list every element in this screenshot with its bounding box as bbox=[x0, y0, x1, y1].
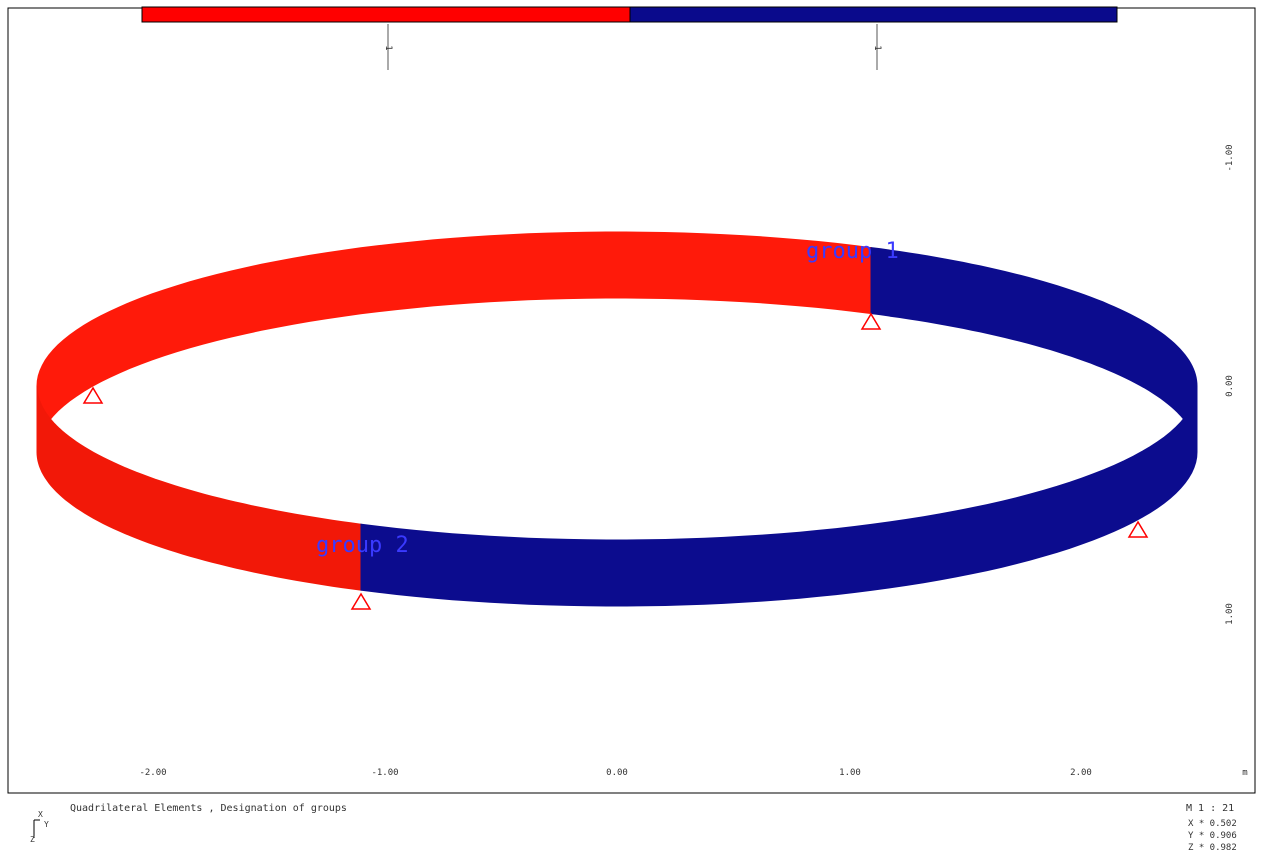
factor: X * 0.502 bbox=[1188, 819, 1237, 829]
x-tick-label: 2.00 bbox=[1070, 768, 1092, 778]
y-tick-label: -1.00 bbox=[1225, 144, 1235, 171]
y-tick-label: 0.00 bbox=[1225, 375, 1235, 397]
ring-segment bbox=[361, 386, 1197, 606]
scale: M 1 : 21 bbox=[1186, 803, 1234, 814]
x-tick-label: 0.00 bbox=[606, 768, 628, 778]
legend-label: 1 bbox=[872, 45, 882, 50]
x-tick-label: -1.00 bbox=[371, 768, 398, 778]
ring-segment bbox=[871, 248, 1197, 452]
factor: Y * 0.906 bbox=[1188, 831, 1237, 841]
support bbox=[862, 314, 880, 329]
triad bbox=[34, 820, 40, 838]
frame bbox=[8, 8, 1255, 793]
axis-unit: m bbox=[1242, 768, 1247, 778]
legend-red bbox=[142, 7, 630, 22]
x-tick-label: 1.00 bbox=[839, 768, 861, 778]
legend-blue bbox=[630, 7, 1117, 22]
group-label: group 1 bbox=[806, 239, 899, 264]
support bbox=[352, 594, 370, 609]
triad-label: Z bbox=[30, 835, 35, 844]
triad-label: X bbox=[38, 810, 43, 819]
support bbox=[84, 388, 102, 403]
y-tick-label: 1.00 bbox=[1225, 603, 1235, 625]
triad-label: Y bbox=[44, 820, 49, 829]
footer-title: Quadrilateral Elements , Designation of … bbox=[70, 803, 347, 814]
support bbox=[1129, 522, 1147, 537]
ring-segment bbox=[37, 232, 871, 452]
group-label: group 2 bbox=[316, 533, 409, 558]
ring-segment bbox=[37, 386, 361, 590]
x-tick-label: -2.00 bbox=[139, 768, 166, 778]
viewport: 1 1 group 1 group 2 -2.00 -1.00 0.00 1.0… bbox=[0, 0, 1262, 853]
legend-label: 1 bbox=[383, 45, 393, 50]
factor: Z * 0.982 bbox=[1188, 843, 1237, 853]
ring bbox=[37, 232, 1197, 606]
